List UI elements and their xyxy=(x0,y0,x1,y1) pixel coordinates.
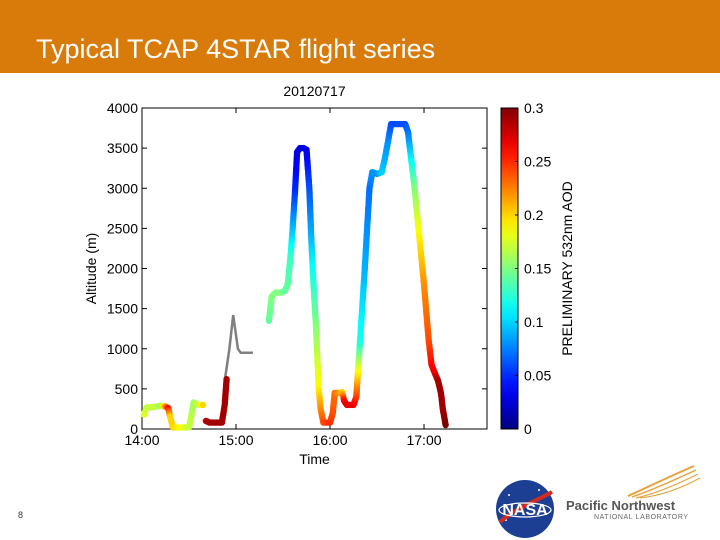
flight-track-points xyxy=(140,120,449,431)
y-tick-label: 1000 xyxy=(107,341,138,357)
pnnl-subtitle: NATIONAL LABORATORY xyxy=(594,514,689,521)
colorbar-tick-label: 0.2 xyxy=(524,207,544,223)
page-number: 8 xyxy=(18,510,24,520)
colorbar-tick-label: 0.3 xyxy=(524,100,544,116)
colorbar-tick-label: 0.05 xyxy=(524,368,551,384)
slide-title: Typical TCAP 4STAR flight series xyxy=(36,34,436,64)
y-axis-label: Altitude (m) xyxy=(83,233,99,305)
data-point xyxy=(199,401,207,409)
title-banner xyxy=(0,0,720,73)
pnnl-logo: Pacific Northwest NATIONAL LABORATORY xyxy=(566,464,716,524)
colorbar-label: PRELIMINARY 532nm AOD xyxy=(559,181,575,356)
y-tick-label: 2000 xyxy=(107,261,138,277)
y-tick-label: 500 xyxy=(115,381,139,397)
colorbar-tick-label: 0.1 xyxy=(524,314,544,330)
y-tick-label: 3000 xyxy=(107,180,138,196)
x-axis-label: Time xyxy=(299,451,330,467)
y-tick-label: 4000 xyxy=(107,100,138,116)
colorbar-tick-label: 0.15 xyxy=(524,261,551,277)
pnnl-name: Pacific Northwest xyxy=(566,498,676,513)
x-tick-label: 14:00 xyxy=(124,432,159,448)
no-aod-trace xyxy=(222,314,253,405)
colorbar-tick-label: 0.25 xyxy=(524,154,551,170)
nasa-logo: NASA xyxy=(496,480,554,538)
chart-title: 20120717 xyxy=(283,83,346,99)
x-tick-label: 16:00 xyxy=(312,432,347,448)
pnnl-swoosh-icon xyxy=(627,465,701,499)
y-tick-label: 1500 xyxy=(107,301,138,317)
nasa-logo-text: NASA xyxy=(502,502,548,519)
data-point xyxy=(223,376,230,383)
data-point xyxy=(442,421,449,429)
y-tick-label: 2500 xyxy=(107,220,138,236)
x-tick-label: 17:00 xyxy=(406,432,441,448)
y-tick-label: 0 xyxy=(130,421,138,437)
colorbar-tick-label: 0 xyxy=(524,421,532,437)
x-tick-label: 15:00 xyxy=(218,432,253,448)
y-tick-label: 3500 xyxy=(107,140,138,156)
